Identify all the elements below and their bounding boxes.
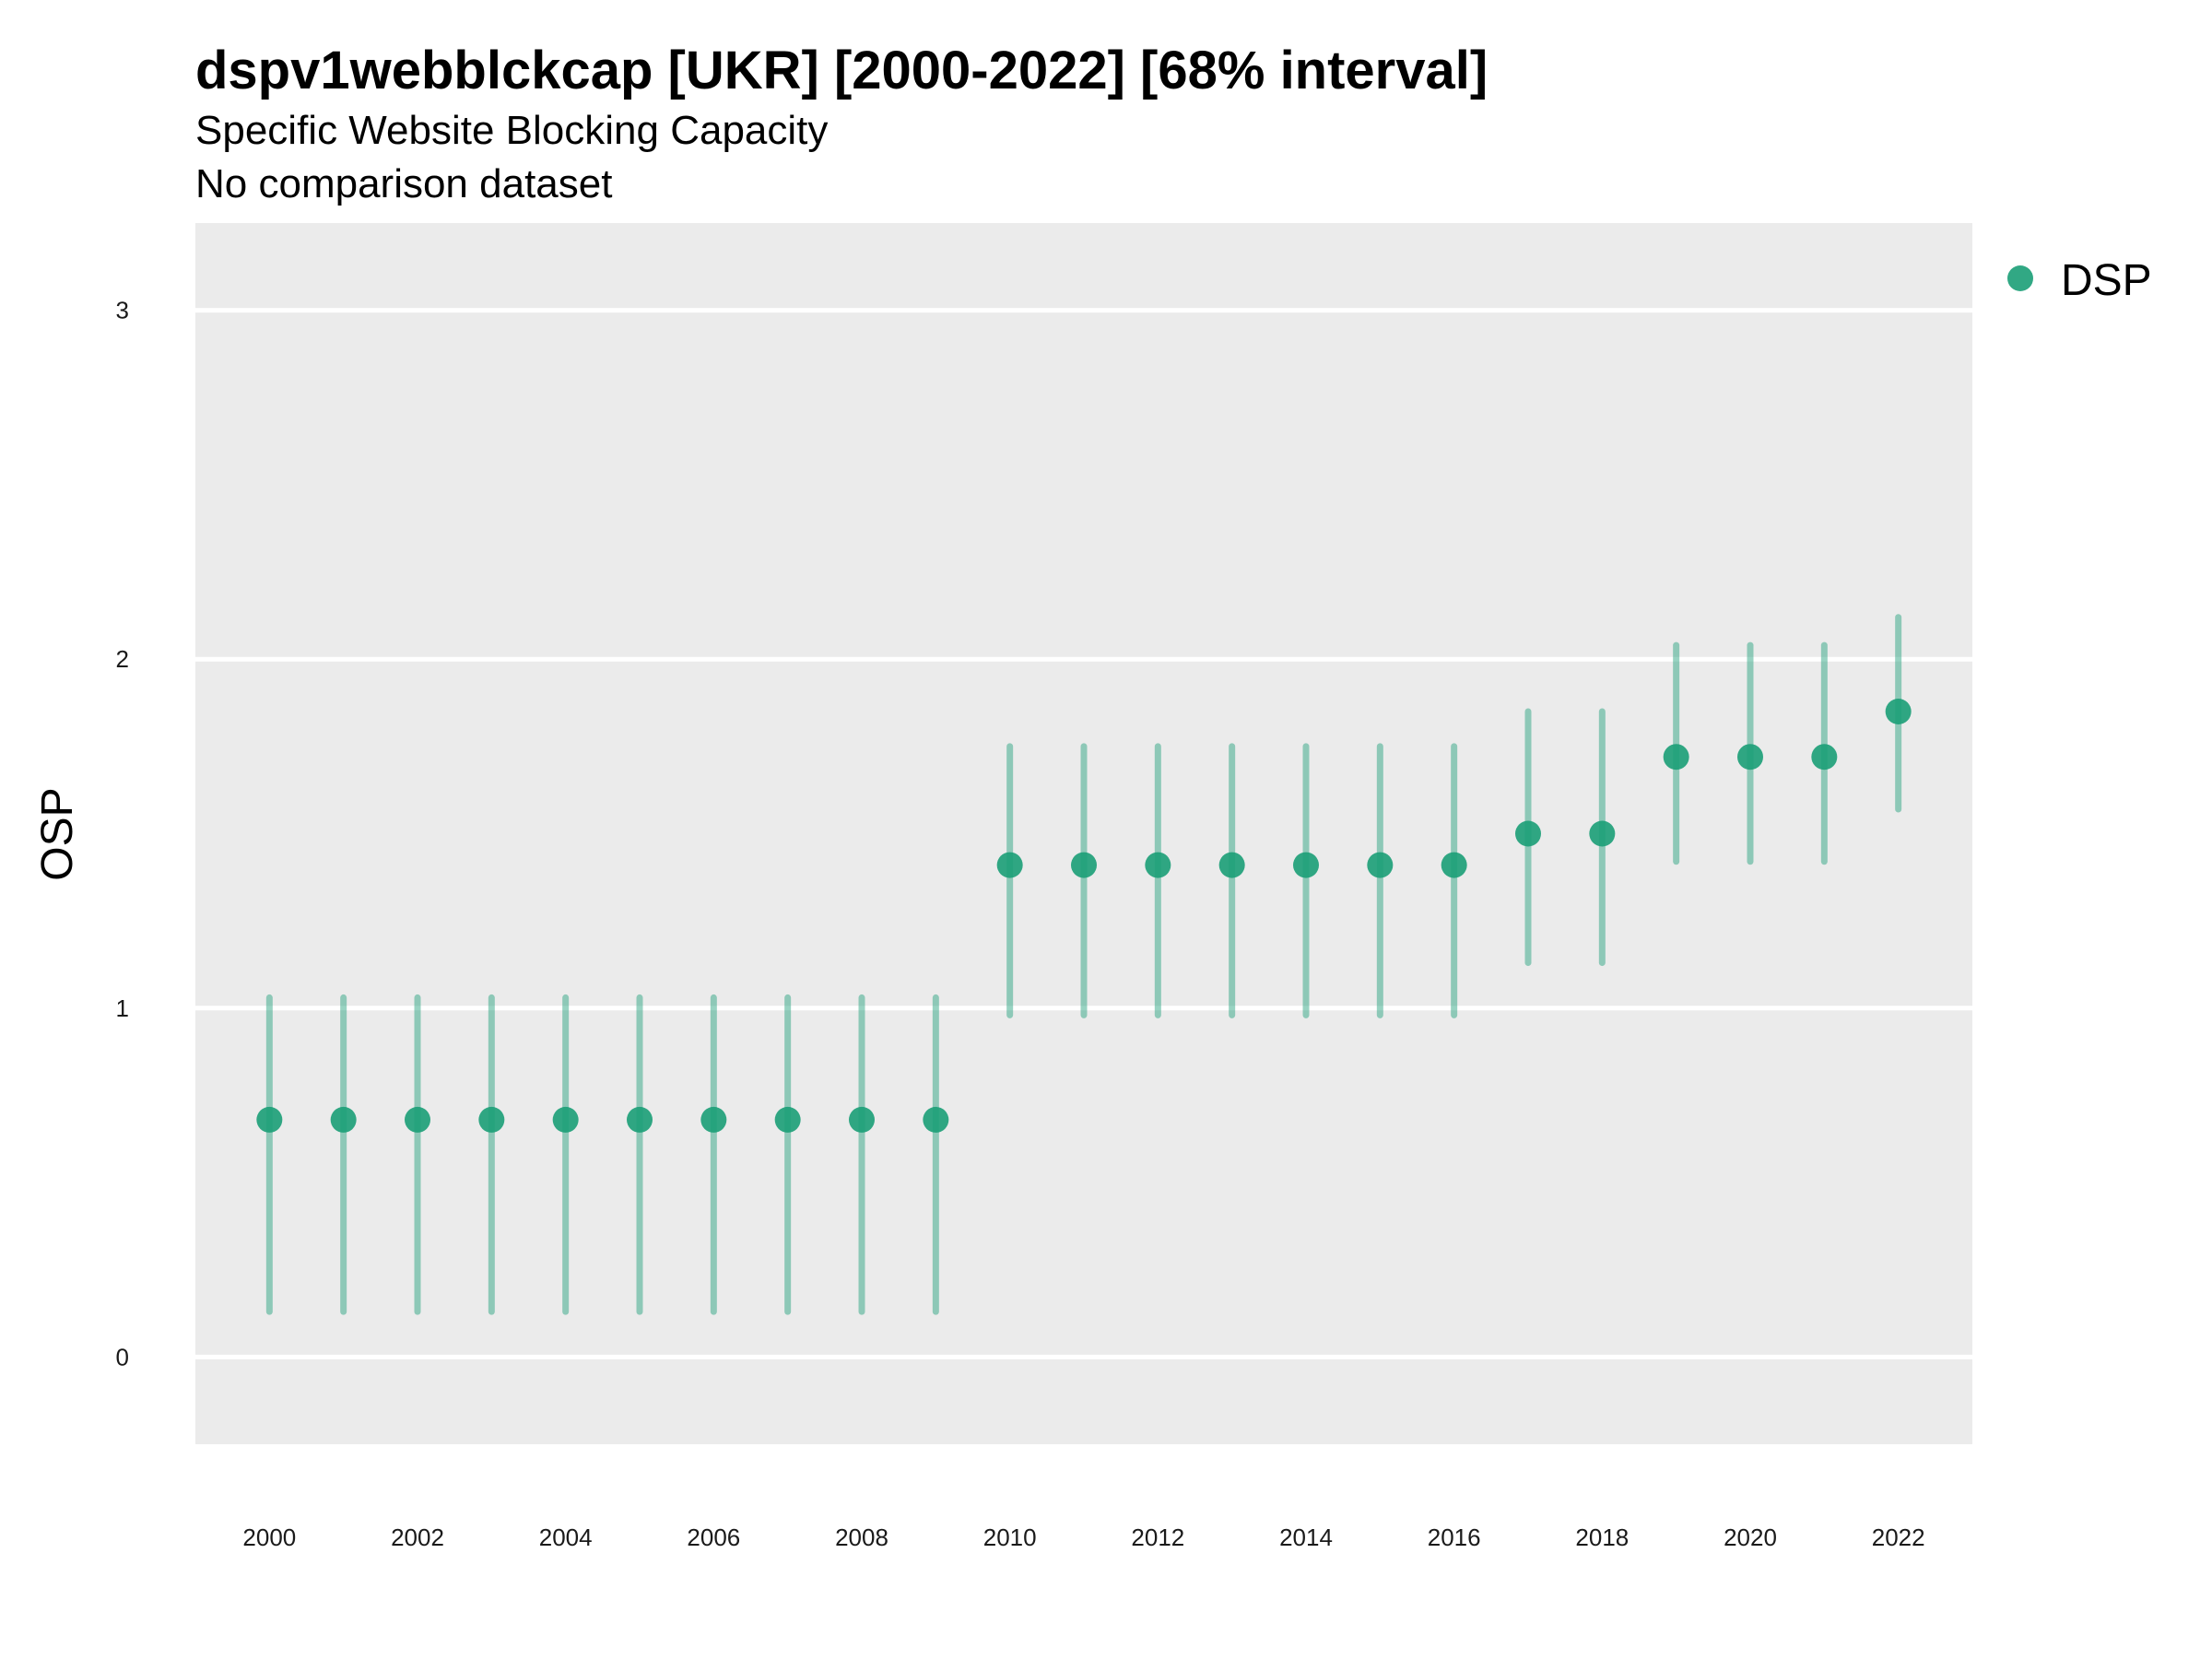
x-tick-label: 2014 [1279,1524,1333,1551]
x-tick-label: 2008 [835,1524,888,1551]
data-point-dsp-2000 [256,1106,283,1133]
legend-marker-dsp [2007,265,2033,291]
data-point-dsp-2016 [1441,852,1467,878]
chart-subtitle: Specific Website Blocking Capacity [195,108,828,153]
data-point-dsp-2019 [1663,744,1689,771]
legend: DSP [2007,256,2152,305]
y-tick-label: 0 [116,1343,129,1371]
data-series [256,614,1912,1315]
data-point-dsp-2018 [1589,820,1616,847]
x-tick-label: 2002 [391,1524,444,1551]
legend-label-dsp: DSP [2061,256,2152,305]
data-point-dsp-2014 [1293,852,1319,878]
x-tick-label: 2020 [1724,1524,1777,1551]
data-point-dsp-2017 [1515,820,1541,847]
data-point-dsp-2001 [330,1106,357,1133]
data-point-dsp-2009 [923,1106,949,1133]
data-point-dsp-2022 [1885,699,1912,724]
data-point-dsp-2004 [552,1106,579,1133]
y-axis: 0 1 2 3 [116,297,129,1371]
chart-caption: No comparison dataset [195,161,612,206]
data-point-dsp-2003 [478,1106,505,1133]
x-tick-label: 2012 [1131,1524,1184,1551]
x-tick-label: 2016 [1428,1524,1481,1551]
data-point-dsp-2013 [1218,852,1245,878]
grid-lines [195,308,1972,1359]
data-point-dsp-2006 [700,1106,727,1133]
x-tick-label: 2018 [1575,1524,1629,1551]
y-tick-label: 2 [116,645,129,673]
x-tick-label: 2000 [242,1524,296,1551]
y-tick-label: 3 [116,297,129,324]
plot-panel [195,223,1972,1444]
data-point-dsp-2015 [1367,852,1394,878]
y-axis-label: OSP [33,787,82,880]
x-axis: 2000 2002 2004 2006 2008 2010 2012 2014 2016 2018… [242,1524,1924,1551]
data-point-dsp-2012 [1145,852,1171,878]
x-tick-label: 2006 [687,1524,740,1551]
x-tick-label: 2004 [539,1524,593,1551]
data-point-dsp-2005 [627,1106,653,1133]
x-tick-label: 2022 [1872,1524,1925,1551]
chart-title: dspv1webblckcap [UKR] [2000-2022] [68% i… [195,41,1488,100]
data-point-dsp-2010 [996,852,1023,878]
data-point-dsp-2008 [849,1106,875,1133]
data-point-dsp-2020 [1737,744,1763,771]
data-point-dsp-2007 [774,1106,801,1133]
data-point-dsp-2002 [405,1106,430,1133]
x-tick-label: 2010 [983,1524,1037,1551]
data-point-dsp-2021 [1811,744,1838,771]
data-point-dsp-2011 [1071,852,1097,878]
y-tick-label: 1 [116,994,129,1022]
